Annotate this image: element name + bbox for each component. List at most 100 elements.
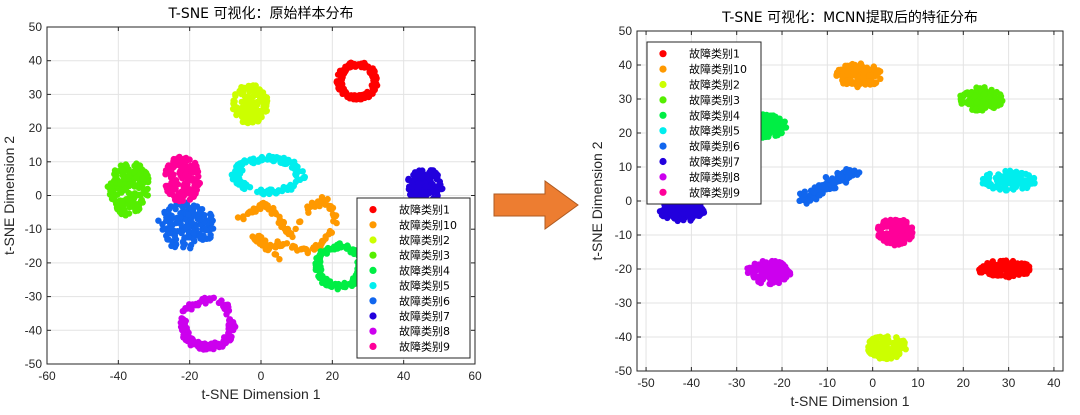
data-point [108, 195, 116, 203]
series-2 [234, 194, 340, 263]
legend-label: 故障类别1 [689, 47, 740, 61]
data-point [265, 242, 272, 249]
data-point [349, 247, 357, 254]
data-point [175, 192, 182, 199]
data-point [180, 307, 187, 314]
data-point [869, 337, 877, 344]
data-point [252, 85, 259, 92]
legend-marker [659, 96, 667, 104]
data-point [833, 72, 840, 79]
data-point [806, 197, 814, 204]
data-point [203, 226, 210, 234]
y-tick-label: -50 [25, 357, 43, 371]
data-point [252, 236, 260, 243]
series-9 [177, 294, 239, 353]
data-point [300, 245, 308, 252]
data-point [354, 61, 361, 68]
y-tick-label: 0 [625, 194, 632, 208]
data-point [159, 226, 166, 233]
data-point [201, 294, 208, 302]
legend-marker [659, 127, 667, 135]
chart-title: T-SNE 可视化：MCNN提取后的特征分布 [721, 10, 978, 26]
legend-marker [369, 297, 377, 305]
series-7 [155, 199, 217, 252]
data-point [839, 73, 846, 80]
data-point [196, 299, 203, 306]
data-point [993, 261, 1001, 269]
data-point [979, 175, 987, 183]
legend-marker [369, 206, 377, 214]
y-axis-label: t-SNE Dimension 2 [589, 141, 605, 260]
data-point [159, 221, 166, 228]
data-point [126, 181, 133, 188]
data-point [233, 111, 240, 119]
data-point [338, 76, 345, 83]
data-point [187, 163, 194, 171]
x-tick-label: 40 [1047, 376, 1061, 390]
data-point [258, 234, 265, 241]
data-point [184, 156, 191, 164]
data-point [1022, 265, 1030, 273]
legend-label: 故障类别8 [399, 324, 450, 338]
data-point [277, 219, 284, 226]
data-point [315, 261, 322, 268]
data-point [132, 205, 139, 213]
data-point [140, 175, 147, 183]
data-point [187, 304, 194, 311]
data-point [252, 99, 260, 106]
data-point [239, 111, 246, 119]
data-point [358, 93, 365, 100]
data-point [139, 184, 146, 191]
data-point [892, 236, 899, 243]
data-point [116, 180, 124, 187]
data-point [876, 355, 883, 362]
data-point [801, 191, 808, 198]
data-point [170, 158, 177, 165]
data-point [250, 205, 257, 212]
data-point [861, 80, 869, 88]
legend-marker [369, 236, 377, 244]
legend-label: 故障类别10 [689, 62, 747, 76]
data-point [328, 206, 335, 213]
legend-marker [369, 342, 377, 350]
x-tick-label: -60 [38, 369, 56, 383]
data-point [318, 251, 325, 258]
data-point [257, 205, 264, 213]
data-point [766, 280, 773, 288]
data-point [276, 256, 283, 263]
data-point [336, 86, 343, 93]
data-point [810, 188, 817, 196]
data-point [107, 187, 114, 195]
data-point [335, 281, 343, 288]
data-point [322, 281, 330, 288]
data-point [264, 202, 271, 209]
data-point [221, 305, 228, 313]
y-tick-label: 40 [619, 58, 633, 72]
data-point [185, 333, 192, 340]
data-point [130, 168, 138, 175]
series-3 [865, 333, 909, 363]
data-point [904, 228, 912, 236]
data-point [672, 211, 679, 218]
legend-label: 故障类别10 [399, 218, 457, 232]
data-point [997, 91, 1004, 98]
data-point [772, 132, 779, 139]
legend-marker [659, 80, 667, 89]
y-tick-label: -40 [25, 323, 43, 337]
data-point [233, 180, 240, 187]
legend-label: 故障类别7 [399, 309, 450, 323]
data-point [263, 94, 271, 101]
data-point [685, 211, 692, 218]
legend-label: 故障类别2 [399, 233, 450, 247]
data-point [971, 92, 979, 100]
data-point [985, 182, 993, 190]
legend-label: 故障类别3 [689, 93, 740, 107]
data-point [313, 255, 320, 262]
data-point [208, 212, 215, 220]
data-point [326, 227, 334, 235]
data-point [406, 183, 413, 190]
data-point [405, 176, 412, 183]
data-point [240, 85, 247, 92]
series-1 [333, 59, 381, 103]
